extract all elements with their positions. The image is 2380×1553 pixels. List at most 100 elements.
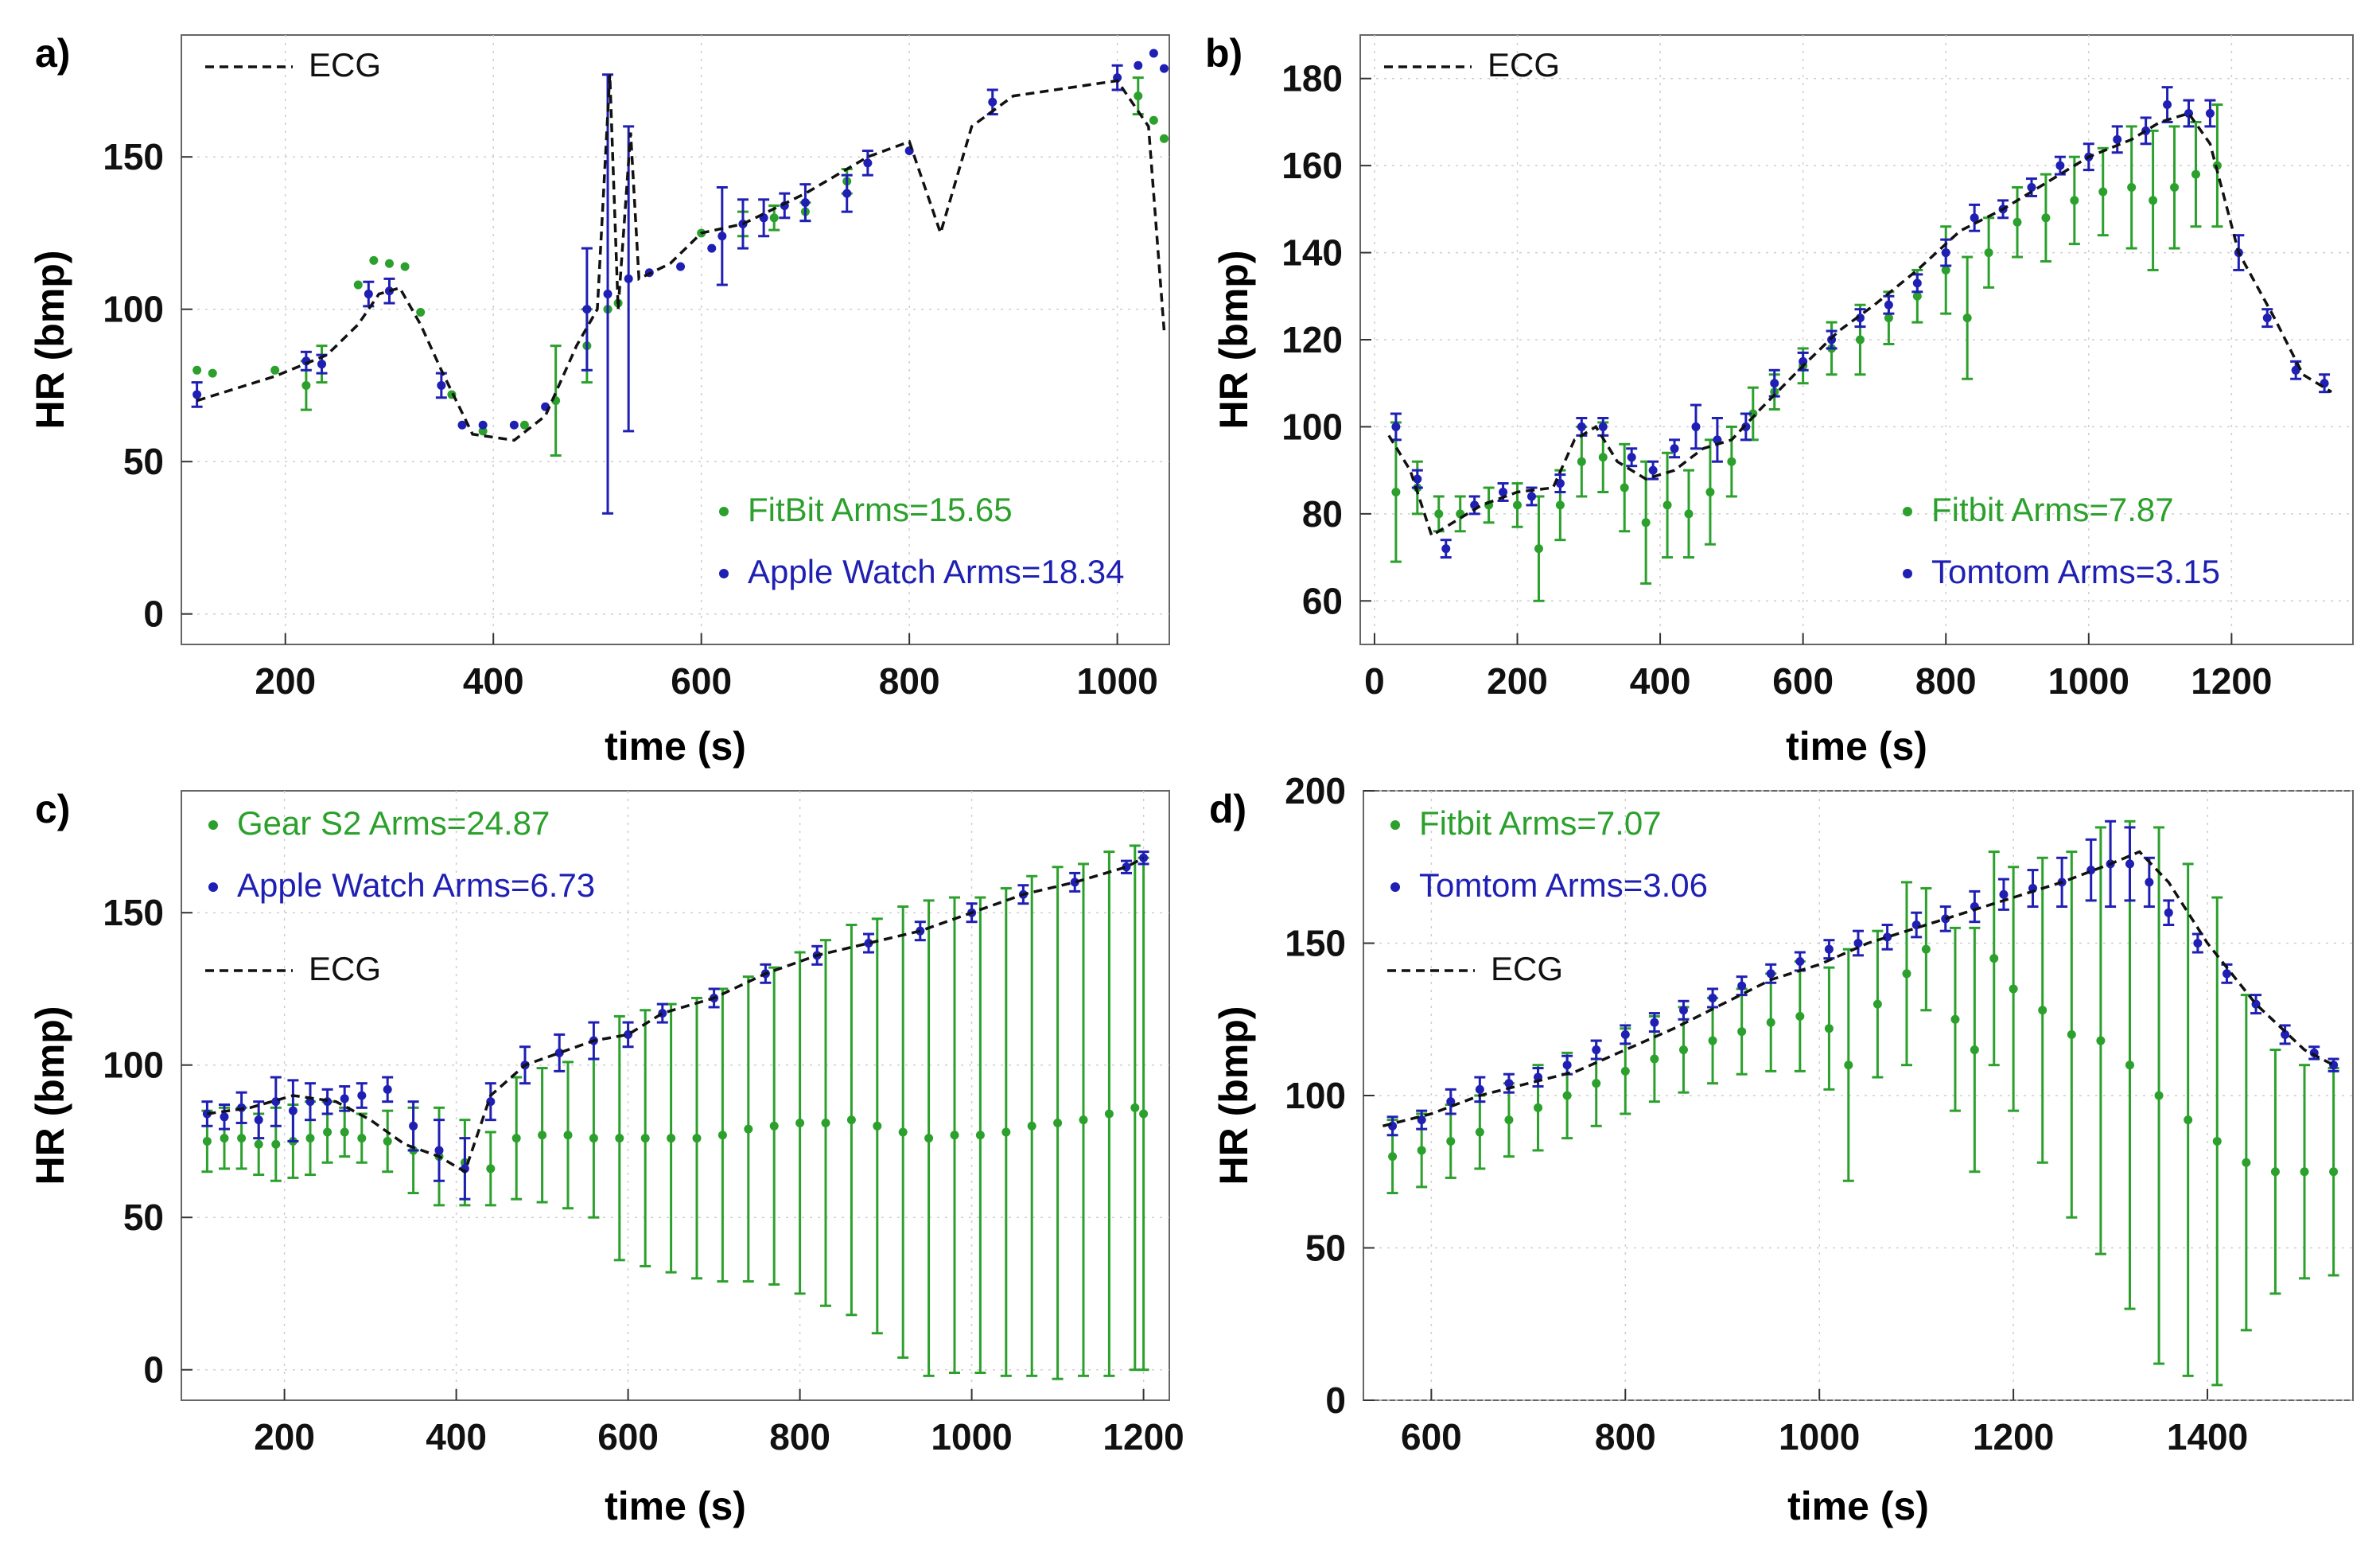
data-point xyxy=(2041,213,2051,223)
y-tick-label: 140 xyxy=(1281,232,1343,274)
data-point xyxy=(478,420,488,430)
data-point xyxy=(1648,465,1658,475)
data-point xyxy=(340,1127,349,1137)
data-point xyxy=(718,232,727,241)
data-point xyxy=(1941,265,1950,274)
data-point xyxy=(1555,479,1565,488)
y-tick-label: 50 xyxy=(123,441,164,482)
data-point xyxy=(1962,313,1972,323)
y-axis-label: HR (bmp) xyxy=(28,1006,72,1185)
data-point xyxy=(1070,878,1079,887)
data-point xyxy=(2027,183,2036,192)
data-point xyxy=(744,1124,753,1134)
data-point xyxy=(2262,313,2272,323)
data-point xyxy=(1678,1006,1688,1015)
x-tick-label: 200 xyxy=(1487,660,1548,702)
legend-marker xyxy=(208,882,218,892)
data-point xyxy=(416,308,426,317)
data-point xyxy=(202,1136,212,1146)
data-point xyxy=(538,1131,547,1140)
series-apple-watch xyxy=(201,850,1149,1201)
data-point xyxy=(1737,1027,1747,1037)
data-point xyxy=(1737,981,1747,991)
data-point xyxy=(409,1121,418,1131)
data-point xyxy=(1620,1066,1630,1076)
data-point xyxy=(2193,939,2203,948)
data-point xyxy=(769,213,779,223)
data-point xyxy=(1620,1029,1630,1039)
data-point xyxy=(1727,457,1736,466)
y-tick-label: 60 xyxy=(1302,580,1343,621)
data-point xyxy=(795,1118,805,1127)
legend-label: Gear S2 Arms=24.87 xyxy=(237,804,550,842)
data-point xyxy=(2154,1091,2164,1100)
data-point xyxy=(1417,1115,1426,1125)
y-tick-label: 100 xyxy=(1281,406,1343,447)
chart-panel-4: 600 800 1000 1200 1400 0 50 100 150 200 d) time (s)… xyxy=(1209,770,2354,1528)
data-point xyxy=(1662,500,1672,510)
data-point xyxy=(1149,115,1158,125)
chart-panel-2: 0 200 400 600 800 1000 1200 60 80 100 120 140 160 180… xyxy=(1205,31,2354,769)
data-point xyxy=(357,1134,367,1143)
legend-ecg-label: ECG xyxy=(1491,950,1563,987)
data-point xyxy=(1592,1045,1601,1055)
data-point xyxy=(1872,999,1882,1009)
data-point xyxy=(2038,1006,2048,1015)
data-point xyxy=(800,198,810,208)
data-point xyxy=(1122,862,1131,872)
data-point xyxy=(2009,984,2018,994)
data-point xyxy=(563,1131,573,1140)
data-point xyxy=(1534,544,1543,554)
data-point xyxy=(457,420,467,430)
x-tick-label: 200 xyxy=(255,660,316,702)
data-point xyxy=(1708,1036,1717,1045)
data-point xyxy=(383,1136,392,1146)
data-point xyxy=(400,262,410,271)
data-point xyxy=(1475,1084,1484,1094)
data-point xyxy=(1555,500,1565,510)
data-point xyxy=(208,368,217,378)
data-point xyxy=(589,1134,598,1143)
data-point xyxy=(1475,1127,1484,1137)
legend-marker xyxy=(208,820,218,830)
data-point xyxy=(357,1091,367,1100)
data-point xyxy=(2096,1036,2106,1045)
data-point xyxy=(1766,1018,1775,1027)
data-point xyxy=(1577,457,1586,466)
data-point xyxy=(2067,1029,2076,1039)
panel-label: a) xyxy=(35,31,70,76)
x-tick-label: 0 xyxy=(1364,660,1385,702)
data-point xyxy=(924,1134,934,1143)
data-point xyxy=(1708,993,1717,1002)
data-point xyxy=(640,1134,650,1143)
data-point xyxy=(2242,1158,2251,1167)
y-tick-label: 50 xyxy=(123,1197,164,1238)
x-tick-label: 600 xyxy=(671,660,732,702)
x-axis-label: time (s) xyxy=(605,724,746,769)
plot-data xyxy=(201,844,1149,1380)
y-tick-label: 150 xyxy=(1285,923,1346,964)
data-point xyxy=(1079,1115,1088,1125)
data-point xyxy=(1853,939,1863,948)
data-point xyxy=(718,1131,727,1140)
data-point xyxy=(615,1134,624,1143)
plot-data xyxy=(1382,819,2339,1387)
data-point xyxy=(220,1112,229,1122)
data-point xyxy=(1391,488,1401,496)
data-point xyxy=(486,1164,496,1174)
data-point xyxy=(1678,1045,1688,1055)
data-point xyxy=(1627,453,1636,462)
data-point xyxy=(1027,1121,1036,1131)
data-point xyxy=(1388,1152,1398,1162)
legend-marker xyxy=(1903,507,1912,516)
data-point xyxy=(950,1131,959,1140)
legend-ecg-label: ECG xyxy=(309,46,381,84)
data-point xyxy=(1413,474,1422,484)
data-point xyxy=(1795,1011,1805,1021)
data-point xyxy=(340,1094,349,1103)
data-point xyxy=(1795,956,1805,966)
data-point xyxy=(1130,1103,1140,1112)
data-point xyxy=(254,1139,263,1149)
data-point xyxy=(1650,1054,1659,1064)
data-point xyxy=(582,305,592,314)
